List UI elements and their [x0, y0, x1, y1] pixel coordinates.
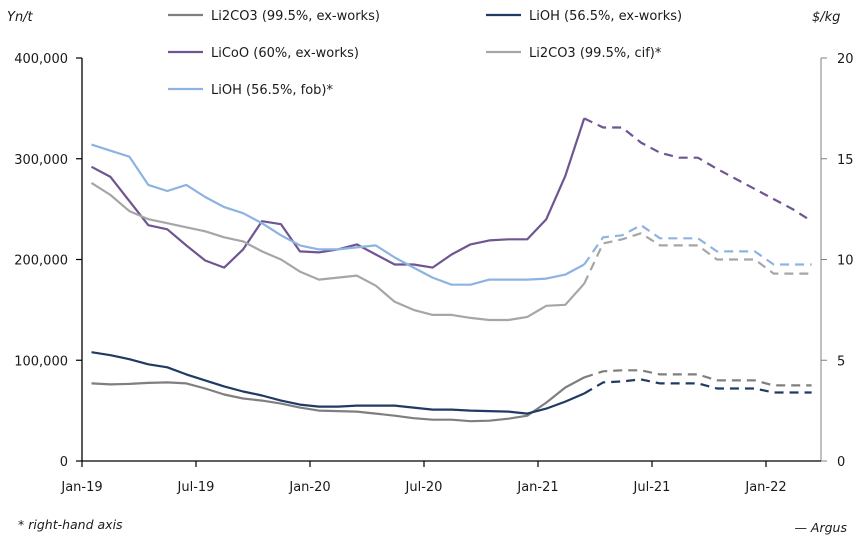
left-axis-tick-label: 100,000: [14, 354, 68, 369]
left-axis-tick-label: 300,000: [14, 153, 68, 168]
left-axis-unit: Yn/t: [7, 10, 34, 25]
series-line-actual: [91, 376, 585, 423]
x-axis-tick-label: Jul-21: [633, 480, 671, 495]
right-axis-ticks: 0 5 10 15 20: [821, 52, 854, 470]
series-line-forecast: [583, 232, 812, 285]
x-axis-tick-label: Jan-20: [288, 480, 330, 495]
series-line-forecast: [583, 224, 812, 266]
axes: [81, 58, 822, 462]
legend-item: LiOH (56.5%, ex-works): [486, 9, 682, 24]
x-axis-tick-label: Jul-19: [177, 480, 215, 495]
legend-label: Li2CO3 (99.5%, cif)*: [529, 46, 662, 61]
right-axis-tick-label: 15: [837, 153, 854, 168]
legend-item: Li2CO3 (99.5%, cif)*: [486, 46, 662, 61]
legend-item: Li2CO3 (99.5%, ex-works): [168, 9, 380, 24]
legend-item: LiOH (56.5%, fob)*: [168, 83, 333, 98]
legend-label: LiCoO (60%, ex-works): [211, 46, 359, 61]
series-li2co3-99-5-cif: [90, 181, 812, 322]
left-axis-tick-label: 200,000: [14, 254, 68, 269]
series-line-forecast: [583, 369, 812, 387]
x-axis-tick-label: Jan-21: [516, 480, 558, 495]
left-axis-ticks: 0 100,000 200,000 300,000 400,000: [14, 52, 82, 470]
series-line-actual: [90, 181, 586, 322]
right-axis-tick-label: 0: [837, 455, 845, 470]
series-lioh-56-5-ex-works: [91, 351, 812, 415]
right-axis-tick-label: 5: [837, 354, 845, 369]
series-lines: [90, 117, 813, 423]
x-axis-tick-label: Jan-19: [60, 480, 102, 495]
series-line-actual: [90, 118, 586, 269]
series-line-actual: [91, 351, 585, 415]
x-axis-ticks: Jan-19 Jul-19 Jan-20 Jul-20 Jan-21 Jul-21 Jan-…: [60, 461, 787, 495]
right-axis-unit: $/kg: [812, 10, 840, 25]
legend-label: Li2CO3 (99.5%, ex-works): [211, 9, 380, 24]
x-axis-tick-label: Jan-22: [744, 480, 786, 495]
footnote: * right-hand axis: [18, 517, 123, 532]
series-line-forecast: [583, 117, 813, 223]
x-axis-tick-label: Jul-20: [405, 480, 443, 495]
series-line-actual: [91, 143, 585, 286]
legend: Li2CO3 (99.5%, ex-works) LiOH (56.5%, ex…: [168, 9, 682, 98]
right-axis-tick-label: 20: [837, 52, 854, 67]
series-li2co3-99-5-ex-works: [91, 369, 812, 423]
left-axis-tick-label: 0: [60, 455, 68, 470]
legend-label: LiOH (56.5%, fob)*: [211, 83, 333, 98]
source-credit: — Argus: [794, 520, 847, 535]
right-axis-tick-label: 10: [837, 254, 854, 269]
legend-label: LiOH (56.5%, ex-works): [529, 9, 682, 24]
left-axis-tick-label: 400,000: [14, 52, 68, 67]
series-lioh-56-5-fob: [91, 143, 812, 286]
legend-item: LiCoO (60%, ex-works): [168, 46, 359, 61]
